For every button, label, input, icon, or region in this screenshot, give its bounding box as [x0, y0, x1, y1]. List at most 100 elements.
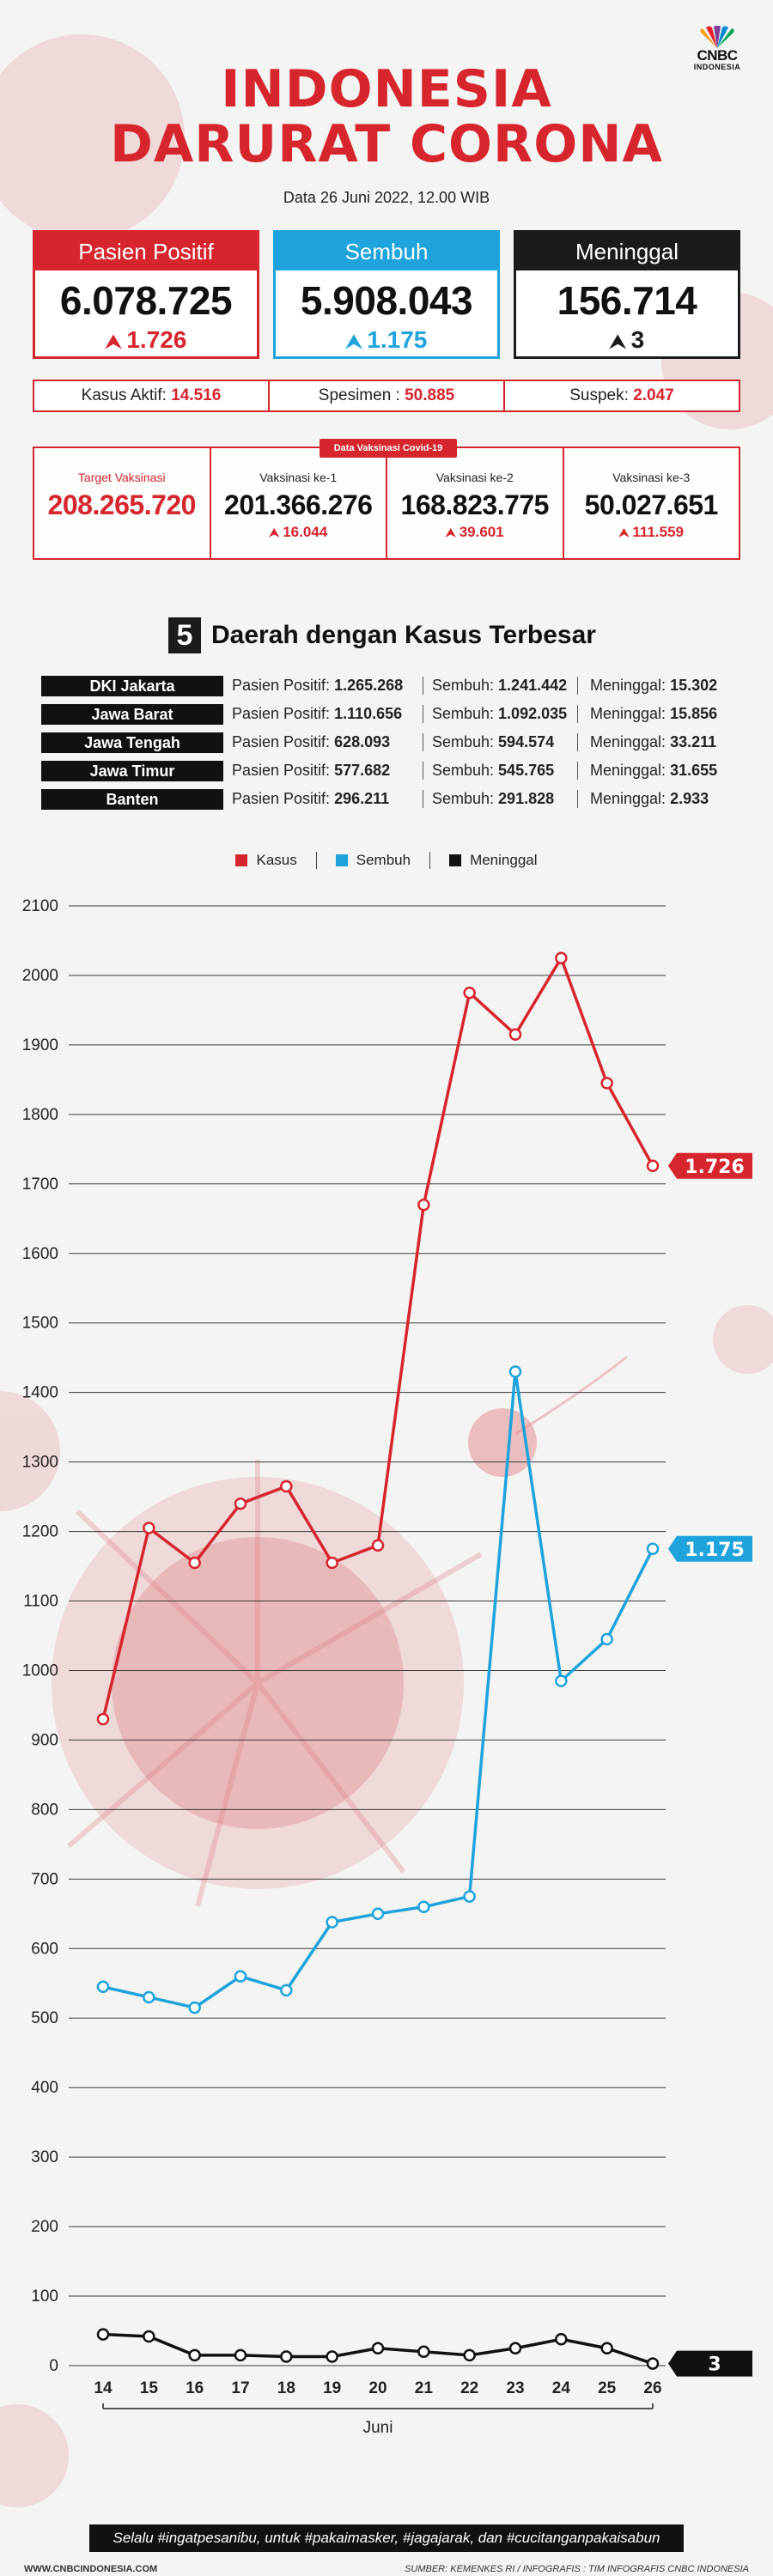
y-tick-label: 1600: [22, 1245, 58, 1263]
end-label-value: 3: [708, 2354, 721, 2376]
data-point: [280, 1479, 293, 1493]
region-positive-value: 577.682: [334, 762, 391, 779]
region-recovered-value: 291.828: [498, 790, 555, 807]
page-title: INDONESIA DARURAT CORONA: [0, 62, 773, 172]
legend-label: Meninggal: [470, 852, 538, 868]
data-point: [417, 2345, 430, 2359]
region-deaths: Meninggal: 15.856: [577, 705, 717, 723]
region-deaths-label: Meninggal:: [590, 790, 671, 807]
y-tick-label: 600: [31, 1940, 58, 1958]
vaccination-dose-3-value: 50.027.651: [584, 489, 719, 520]
y-tick-label: 1100: [23, 1593, 58, 1611]
x-tick-label: 17: [231, 2379, 249, 2397]
chart-legend: Kasus Sembuh Meninggal: [0, 852, 773, 869]
vaccination-dose-3-delta: ⮝ 111.559: [564, 524, 740, 541]
region-recovered: Sembuh: 545.765: [423, 762, 577, 780]
region-deaths-label: Meninggal:: [590, 705, 671, 722]
end-label-badge: 1.175: [668, 1535, 752, 1562]
vaccination-target-label: Target Vaksinasi: [77, 471, 166, 484]
x-tick-label: 25: [598, 2379, 617, 2397]
death-card-delta: ⮝ 3: [516, 325, 738, 356]
legend-label: Kasus: [256, 852, 297, 868]
vaccination-tag: Data Vaksinasi Covid-19: [320, 439, 457, 458]
regions-table: DKI Jakarta Pasien Positif: 1.265.268 Semb…: [41, 671, 737, 813]
end-label-value: 1.726: [685, 1157, 745, 1178]
specimen-value: 50.885: [405, 386, 455, 404]
region-recovered-value: 594.574: [498, 733, 555, 750]
double-chevron-up-icon: ⮝: [609, 331, 626, 352]
x-tick-label: 18: [277, 2379, 295, 2397]
region-deaths-value: 2.933: [670, 790, 709, 807]
region-positive-label: Pasien Positif:: [232, 705, 335, 722]
x-axis-label: Juni: [363, 2419, 393, 2437]
x-tick-label: 22: [460, 2379, 478, 2397]
vaccination-dose-2-delta-value: 39.601: [459, 524, 504, 540]
vaccination-dose-3-delta-value: 111.559: [632, 524, 684, 540]
data-point: [96, 1980, 110, 1994]
region-name: Jawa Tengah: [41, 732, 223, 753]
data-point: [234, 1970, 247, 1983]
end-label-badge: 3: [668, 2350, 752, 2377]
region-deaths: Meninggal: 2.933: [577, 790, 709, 808]
region-recovered-value: 545.765: [498, 762, 555, 779]
region-row: Jawa Barat Pasien Positif: 1.110.656 Sembu…: [41, 700, 737, 728]
y-tick-label: 1200: [22, 1523, 58, 1541]
data-point: [188, 2348, 201, 2362]
data-point: [371, 1539, 385, 1552]
legend-item: Sembuh: [315, 852, 429, 869]
series-line-kasus: [101, 956, 654, 1720]
data-point: [463, 1890, 476, 1903]
region-row: Banten Pasien Positif: 296.211 Sembuh: 291…: [41, 785, 737, 813]
legend-swatch: [335, 854, 348, 866]
vaccination-dose-2-delta: ⮝ 39.601: [387, 524, 563, 541]
active-cases-value: 14.516: [171, 386, 222, 404]
recovered-card-delta: ⮝ 1.175: [276, 325, 497, 356]
region-positive: Pasien Positif: 628.093: [232, 733, 423, 751]
data-point: [646, 1159, 660, 1173]
vaccination-dose-2-value: 168.823.775: [400, 489, 550, 520]
data-point: [463, 986, 476, 999]
end-label-value: 1.175: [685, 1540, 745, 1561]
specimen: Spesimen : 50.885: [268, 381, 503, 410]
vaccination-dose-2-label: Vaksinasi ke-2: [435, 471, 514, 484]
data-point: [508, 2342, 522, 2355]
region-row: DKI Jakarta Pasien Positif: 1.265.268 Semb…: [41, 671, 737, 700]
vaccination-dose-1-label: Vaksinasi ke-1: [259, 471, 338, 484]
region-positive: Pasien Positif: 1.265.268: [232, 677, 423, 695]
y-tick-label: 300: [31, 2148, 58, 2166]
x-tick-label: 21: [415, 2379, 434, 2397]
logo-subtext: INDONESIA: [693, 63, 741, 71]
data-point: [280, 1984, 293, 1997]
region-name: Jawa Barat: [41, 703, 223, 725]
y-tick-label: 500: [31, 2009, 58, 2027]
region-positive-label: Pasien Positif:: [232, 762, 335, 779]
positive-card-label: Pasien Positif: [35, 233, 257, 270]
region-deaths-value: 15.856: [670, 705, 718, 722]
suspect-value: 2.047: [633, 386, 674, 404]
region-positive-label: Pasien Positif:: [232, 677, 335, 694]
region-deaths-label: Meninggal:: [590, 762, 671, 779]
region-deaths-value: 15.302: [670, 677, 718, 694]
data-point: [417, 1198, 430, 1212]
x-tick-label: 23: [506, 2379, 524, 2397]
y-tick-label: 1000: [22, 1662, 58, 1680]
y-tick-label: 900: [31, 1731, 58, 1749]
data-point: [508, 1028, 522, 1042]
active-cases: Kasus Aktif: 14.516: [34, 381, 268, 410]
data-point: [371, 1907, 385, 1921]
x-tick-label: 16: [186, 2379, 204, 2397]
peacock-icon: [700, 26, 734, 48]
region-recovered-label: Sembuh:: [432, 790, 499, 807]
cnbc-logo: CNBC INDONESIA: [687, 26, 747, 86]
y-tick-label: 2000: [22, 967, 58, 985]
vaccination-dose-1: Vaksinasi ke-1 201.366.276 ⮝ 16.044: [209, 448, 386, 558]
positive-delta-value: 1.726: [126, 326, 187, 353]
double-chevron-up-icon: ⮝: [345, 331, 362, 352]
data-point: [646, 2357, 660, 2370]
region-name: DKI Jakarta: [41, 675, 223, 696]
data-point: [143, 2330, 155, 2343]
y-tick-label: 400: [31, 2079, 58, 2097]
data-point: [555, 951, 568, 964]
data-point: [188, 1556, 201, 1570]
